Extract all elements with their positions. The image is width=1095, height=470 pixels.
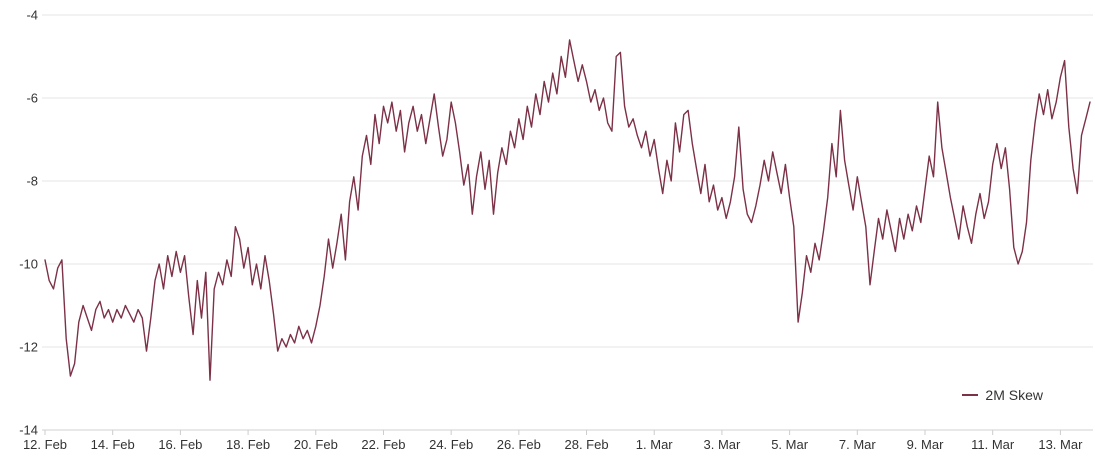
x-axis-tick-label: 11. Mar bbox=[971, 437, 1015, 452]
x-axis-tick-label: 13. Mar bbox=[1038, 437, 1083, 452]
x-axis-tick-label: 1. Mar bbox=[636, 437, 674, 452]
x-axis-tick-label: 26. Feb bbox=[497, 437, 541, 452]
y-axis-tick-label: -8 bbox=[26, 174, 38, 189]
legend-line-swatch bbox=[962, 394, 979, 396]
legend-label: 2M Skew bbox=[985, 387, 1043, 403]
y-axis-tick-label: -10 bbox=[19, 257, 38, 272]
x-axis-tick-label: 18. Feb bbox=[226, 437, 270, 452]
x-axis-tick-label: 20. Feb bbox=[294, 437, 338, 452]
x-axis-tick-label: 14. Feb bbox=[91, 437, 135, 452]
x-axis-tick-label: 22. Feb bbox=[361, 437, 405, 452]
x-axis-tick-label: 28. Feb bbox=[564, 437, 608, 452]
x-axis-tick-label: 12. Feb bbox=[23, 437, 67, 452]
legend[interactable]: 2M Skew bbox=[962, 387, 1043, 403]
x-axis-tick-label: 3. Mar bbox=[704, 437, 742, 452]
x-axis-tick-label: 16. Feb bbox=[158, 437, 202, 452]
x-axis-tick-label: 24. Feb bbox=[429, 437, 473, 452]
skew-series-line[interactable] bbox=[44, 39, 1091, 381]
x-axis-tick-label: 9. Mar bbox=[907, 437, 945, 452]
y-axis-tick-label: -14 bbox=[19, 423, 38, 438]
y-axis-tick-label: -12 bbox=[19, 340, 38, 355]
x-axis-tick-label: 5. Mar bbox=[771, 437, 809, 452]
y-axis-tick-label: -4 bbox=[26, 8, 38, 23]
y-axis-tick-label: -6 bbox=[26, 91, 38, 106]
x-axis-tick-label: 7. Mar bbox=[839, 437, 877, 452]
